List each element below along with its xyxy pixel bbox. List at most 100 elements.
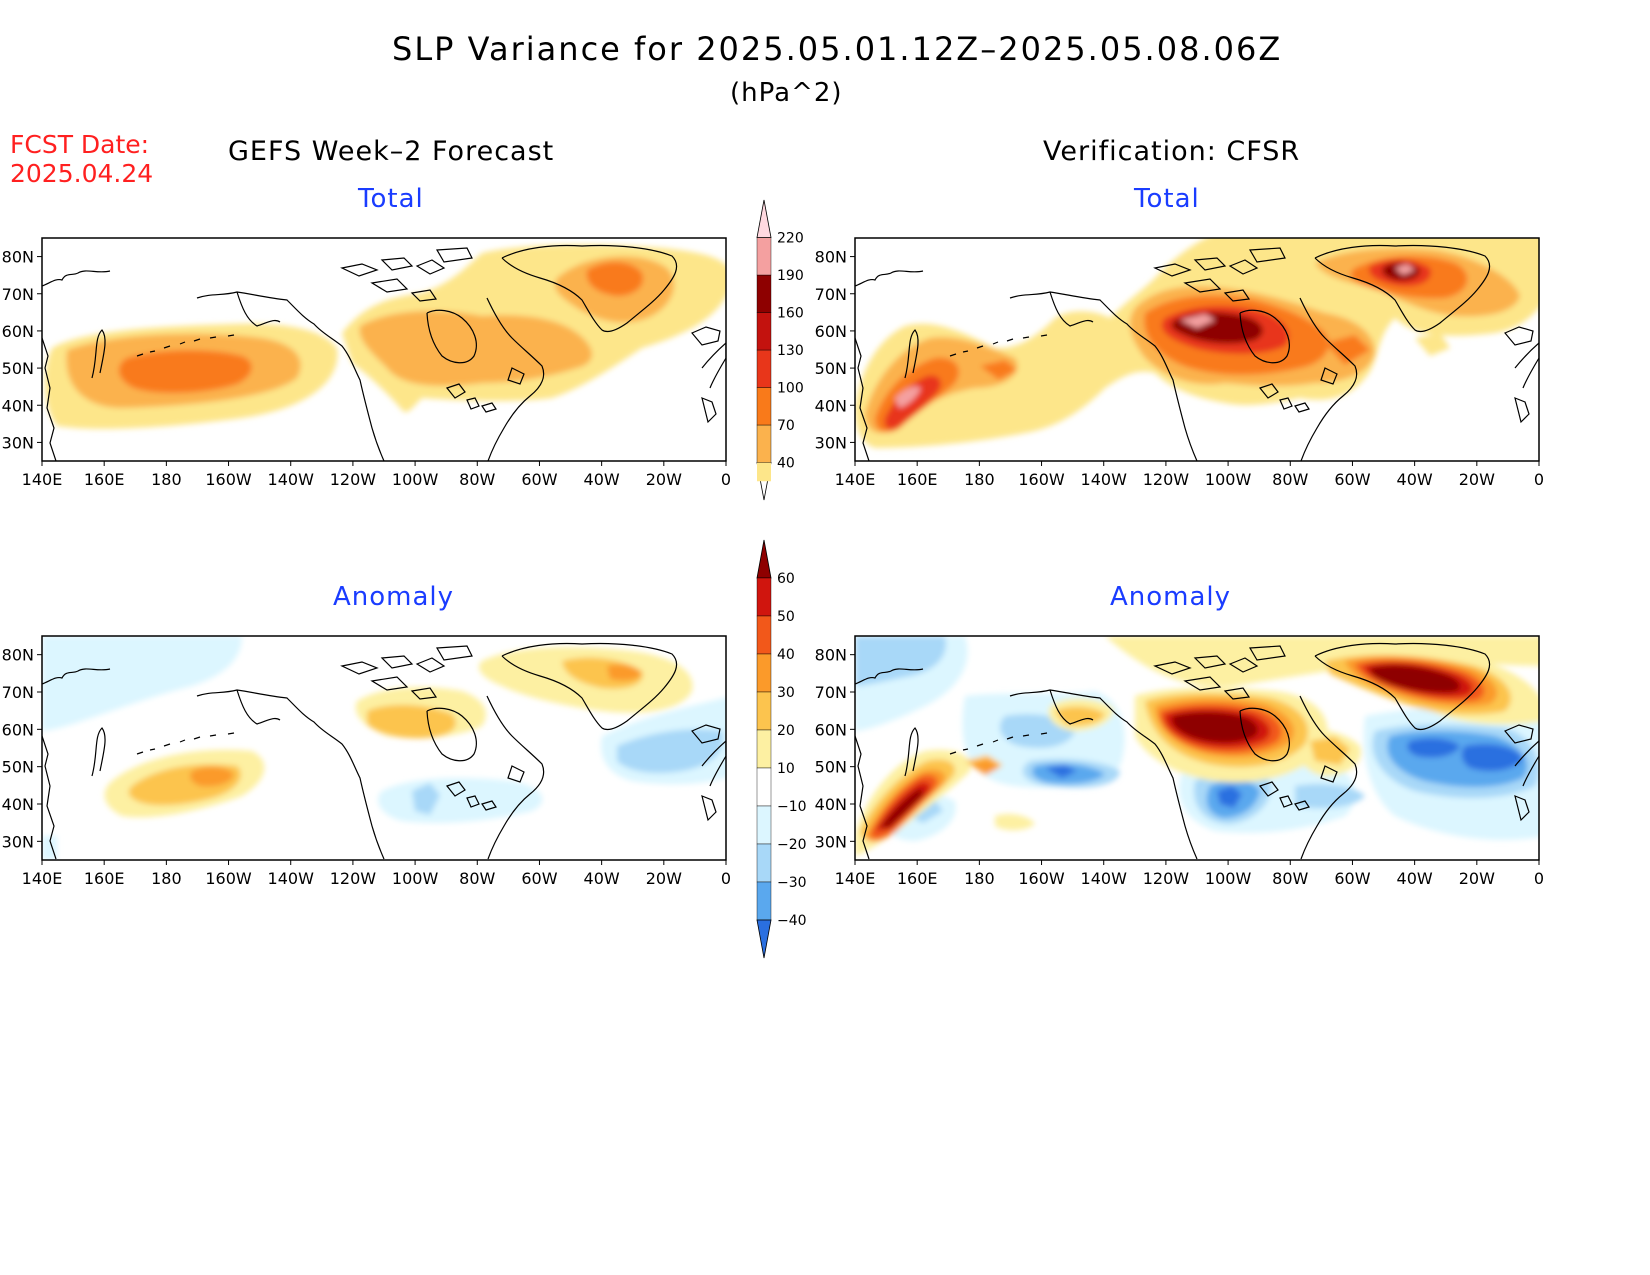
colorbar-total-label: 70 [777,418,795,434]
lat-tick-label-forecast-anomaly: 80N [2,646,34,665]
frame-forecast-total [41,237,727,462]
lon-tick-label-forecast-anomaly: 140E [22,869,63,888]
colorbar-total-segment [757,462,771,482]
colorbar-anomaly-label: 30 [777,685,795,701]
lat-tick-label-forecast-anomaly: 30N [2,832,34,851]
map-forecast-total [42,244,726,461]
lat-tick-label-forecast-anomaly: 50N [2,758,34,777]
lon-tick-label-forecast-total: 40W [584,470,620,489]
lon-tick-label-verification-anomaly: 140E [835,869,876,888]
lat-tick-label-forecast-total: 70N [2,285,34,304]
colorbar-anomaly-segment [756,767,772,807]
lon-tick-label-forecast-total: 120W [330,470,377,489]
lon-tick-label-verification-total: 20W [1459,470,1495,489]
lon-tick-label-forecast-total: 160W [205,470,252,489]
colorbar-total-label: 220 [777,231,804,247]
lat-tick-label-forecast-anomaly: 60N [2,720,34,739]
lon-tick-label-verification-anomaly: 80W [1272,869,1308,888]
lon-tick-label-verification-total: 100W [1205,470,1252,489]
colorbar-total-label: 190 [777,268,804,284]
colorbar-total-label: 130 [777,343,804,359]
lat-tick-label-forecast-total: 60N [2,322,34,341]
lon-tick-label-forecast-total: 140W [268,470,315,489]
colorbar-total-label: 100 [777,381,804,397]
lon-tick-label-verification-total: 180 [964,470,995,489]
lon-tick-label-verification-total: 0 [1534,470,1544,489]
colorbar-anomaly-label: 10 [777,761,795,777]
lat-tick-label-verification-anomaly: 60N [815,720,847,739]
colorbar-anomaly-segment [756,729,772,769]
lon-tick-label-verification-anomaly: 160W [1018,869,1065,888]
colorbar-total-segment [756,199,772,238]
colorbar-anomaly-segment [756,577,772,617]
lon-tick-label-forecast-anomaly: 60W [521,869,557,888]
lon-tick-label-verification-total: 140E [835,470,876,489]
lat-tick-label-forecast-anomaly: 70N [2,683,34,702]
lon-tick-label-forecast-total: 180 [151,470,182,489]
lon-tick-label-forecast-anomaly: 20W [646,869,682,888]
lon-tick-label-forecast-total: 0 [721,470,731,489]
panel-subtitle-verif-total: Total [1134,184,1200,214]
frame-forecast-anomaly [41,635,727,861]
colorbar-total-segment [756,349,772,388]
lon-tick-label-verification-total: 140W [1081,470,1128,489]
colorbar-total-segment [756,424,772,463]
map-verification-anomaly [855,636,1539,860]
colorbar-anomaly-label: 20 [777,723,795,739]
lon-tick-label-forecast-total: 160E [84,470,125,489]
forecast-column-title: GEFS Week–2 Forecast [228,136,555,167]
lon-tick-label-forecast-total: 60W [521,470,557,489]
map-verification-total [855,238,1539,461]
colorbar-anomaly-label: −10 [777,799,807,815]
lat-tick-label-forecast-total: 80N [2,248,34,267]
lon-tick-label-forecast-anomaly: 100W [392,869,439,888]
colorbar-anomaly-label: −30 [777,875,807,891]
panel-subtitle-fcst-total: Total [358,184,424,214]
colorbar-total-segment [756,387,772,426]
lon-tick-label-forecast-total: 20W [646,470,682,489]
colorbar-anomaly-label: −20 [777,837,807,853]
colorbar-total-segment [756,312,772,351]
colorbar-anomaly-label: −40 [777,913,807,929]
colorbar-anomaly-segment [756,919,772,959]
colorbar-total: 40 70 100 130 160 190 220 [756,199,804,501]
colorbar-total-segment [756,237,772,276]
lon-tick-label-forecast-total: 140E [22,470,63,489]
colorbar-anomaly-segment [756,615,772,655]
colorbar-anomaly-segment [756,843,772,883]
lat-tick-label-verification-anomaly: 70N [815,683,847,702]
colorbar-anomaly-segment [756,881,772,921]
lat-tick-label-verification-anomaly: 80N [815,646,847,665]
lon-tick-label-forecast-anomaly: 120W [330,869,377,888]
lon-tick-label-forecast-total: 80W [459,470,495,489]
lon-tick-label-verification-total: 80W [1272,470,1308,489]
frame-verification-total [854,237,1540,462]
lat-tick-label-forecast-total: 30N [2,433,34,452]
fcst-date-label: FCST Date: [10,130,150,159]
lon-tick-label-verification-anomaly: 160E [897,869,938,888]
lat-tick-label-verification-anomaly: 50N [815,758,847,777]
colorbar-anomaly-segment [756,691,772,731]
lon-tick-label-forecast-anomaly: 180 [151,869,182,888]
frame-verification-anomaly [854,635,1540,861]
lat-tick-label-verification-anomaly: 40N [815,795,847,814]
lon-tick-label-verification-total: 120W [1143,470,1190,489]
lat-tick-label-verification-total: 70N [815,285,847,304]
lon-tick-label-forecast-anomaly: 80W [459,869,495,888]
fcst-date-value: 2025.04.24 [10,159,154,188]
lat-tick-label-forecast-total: 40N [2,396,34,415]
colorbar-total-label: 160 [777,306,804,322]
colorbar-anomaly-segment [756,539,772,579]
lat-tick-label-verification-total: 80N [815,248,847,267]
panel-subtitle-verif-anomaly: Anomaly [1110,582,1232,612]
page-title: SLP Variance for 2025.05.01.12Z–2025.05.… [392,30,1283,68]
lat-tick-label-verification-anomaly: 30N [815,832,847,851]
colorbar-anomaly-label: 60 [777,571,795,587]
colorbar-total-label: 40 [777,456,795,472]
lat-tick-label-forecast-anomaly: 40N [2,795,34,814]
lon-tick-label-verification-anomaly: 60W [1334,869,1370,888]
lon-tick-label-forecast-anomaly: 40W [584,869,620,888]
colorbar-total-segment [756,274,772,313]
lon-tick-label-verification-anomaly: 180 [964,869,995,888]
lon-tick-label-verification-anomaly: 40W [1397,869,1433,888]
